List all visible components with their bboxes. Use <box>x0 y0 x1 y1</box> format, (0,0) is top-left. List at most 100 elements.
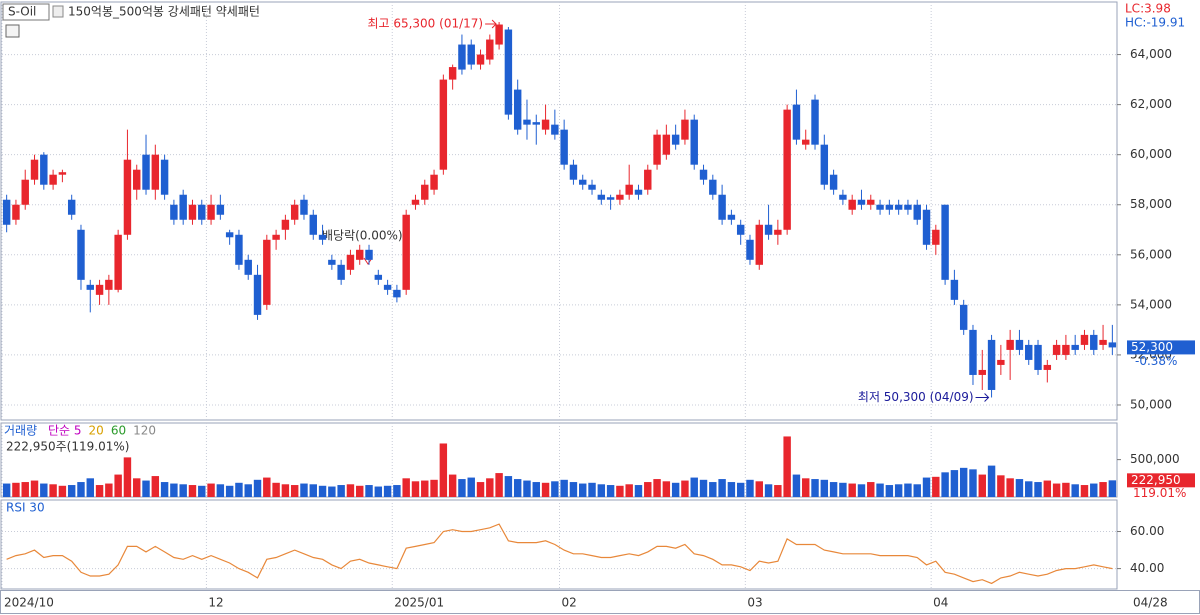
volume-bar <box>597 484 606 497</box>
volume-bar <box>318 485 327 497</box>
volume-bar <box>904 483 912 497</box>
hc-label: HC:-19.91 <box>1125 16 1185 30</box>
volume-bar <box>774 485 782 497</box>
candle-body <box>644 169 652 190</box>
candle-body <box>77 229 85 280</box>
y-tick-label: 40.00 <box>1130 561 1164 575</box>
volume-bar <box>77 482 85 497</box>
volume-bar <box>114 474 122 497</box>
volume-bar <box>802 478 810 497</box>
volume-bar <box>67 485 76 497</box>
candle-body <box>811 99 819 145</box>
volume-bar <box>941 472 949 497</box>
candle-body <box>569 164 578 180</box>
candle-body <box>1090 334 1098 350</box>
candle-body <box>495 24 503 45</box>
volume-bar <box>922 477 931 497</box>
legend-item: 단순 5 <box>48 424 82 438</box>
volume-bar <box>709 482 717 497</box>
volume-bar <box>783 436 791 497</box>
last-volume: 222,950 <box>1131 473 1181 487</box>
candle-body <box>1015 339 1024 350</box>
candle-body <box>1108 342 1117 348</box>
candle-body <box>616 194 624 200</box>
last-price: 52,300 <box>1131 340 1173 354</box>
rsi-line <box>6 523 1113 585</box>
volume-bar <box>560 479 568 497</box>
candle-body <box>792 104 801 140</box>
volume-bar <box>458 479 466 497</box>
volume-bar <box>885 485 894 497</box>
candle-body <box>876 204 884 210</box>
y-tick-label: 60,000 <box>1130 147 1172 161</box>
candle-body <box>133 169 141 190</box>
y-tick-label: 62,000 <box>1130 97 1172 111</box>
candle-body <box>486 39 494 60</box>
volume-bar <box>1015 479 1024 497</box>
legend-item: 60 <box>111 424 126 438</box>
candle-body <box>402 214 410 290</box>
change: -0.38% <box>1135 354 1177 368</box>
candle-body <box>690 119 698 165</box>
volume-bar <box>337 485 345 497</box>
volume-bar <box>718 479 726 497</box>
volume-bar <box>690 477 698 497</box>
volume-bar <box>86 478 94 497</box>
candle-body <box>309 214 317 235</box>
candle-body <box>448 67 457 80</box>
volume-bar <box>1052 483 1061 497</box>
y-tick-label: 60.00 <box>1130 524 1164 538</box>
candle-body <box>532 122 540 125</box>
low-annotation: 최저 50,300 (04/09) <box>858 390 974 404</box>
volume-bar <box>1025 481 1033 497</box>
candle-body <box>857 199 866 205</box>
candle-body <box>235 234 243 265</box>
candle-body <box>969 329 977 375</box>
candle-body <box>114 234 122 290</box>
volume-bar <box>281 484 290 497</box>
volume-summary: 222,950주(119.01%) <box>6 440 129 454</box>
x-tick-label: 2024/10 <box>4 596 54 610</box>
candle-body <box>253 274 262 315</box>
high-arrow <box>485 19 497 29</box>
candle-body <box>21 179 29 205</box>
candle-body <box>160 159 169 195</box>
y-tick-label: 56,000 <box>1130 247 1172 261</box>
volume-bar <box>755 481 763 497</box>
volume-bar <box>848 483 856 497</box>
x-tick-label: 02 <box>562 596 577 610</box>
y-tick-label: 50,000 <box>1130 397 1172 411</box>
volume-bar <box>867 482 875 497</box>
volume-bar <box>997 475 1005 497</box>
candle-body <box>802 139 810 145</box>
volume-bar <box>792 474 801 497</box>
candle-body <box>736 224 745 235</box>
ex-dividend-label: 배당락(0.00%) <box>322 229 403 243</box>
volume-bar <box>876 483 884 497</box>
candle-body <box>458 44 466 70</box>
volume-bar <box>950 470 959 497</box>
candle-body <box>727 214 736 220</box>
volume-bar <box>476 482 485 497</box>
candle-body <box>783 109 791 230</box>
candle-body <box>987 339 996 390</box>
volume-bar <box>894 484 903 497</box>
volume-bar <box>402 478 410 497</box>
volume-bar <box>541 482 550 497</box>
rsi-title: RSI 30 <box>6 501 45 515</box>
candle-body <box>439 79 448 170</box>
candle-body <box>207 204 215 220</box>
candle-body <box>346 254 355 270</box>
volume-bar <box>662 481 671 497</box>
candle-body <box>662 134 671 155</box>
candle-body <box>541 119 550 130</box>
grid-icon <box>5 24 20 38</box>
candle-body <box>523 119 531 125</box>
candle-body <box>671 134 680 145</box>
volume-bar <box>12 482 20 497</box>
candle-body <box>225 232 234 238</box>
y-tick-label: 500,000 <box>1130 452 1180 466</box>
volume-bar <box>504 476 513 497</box>
